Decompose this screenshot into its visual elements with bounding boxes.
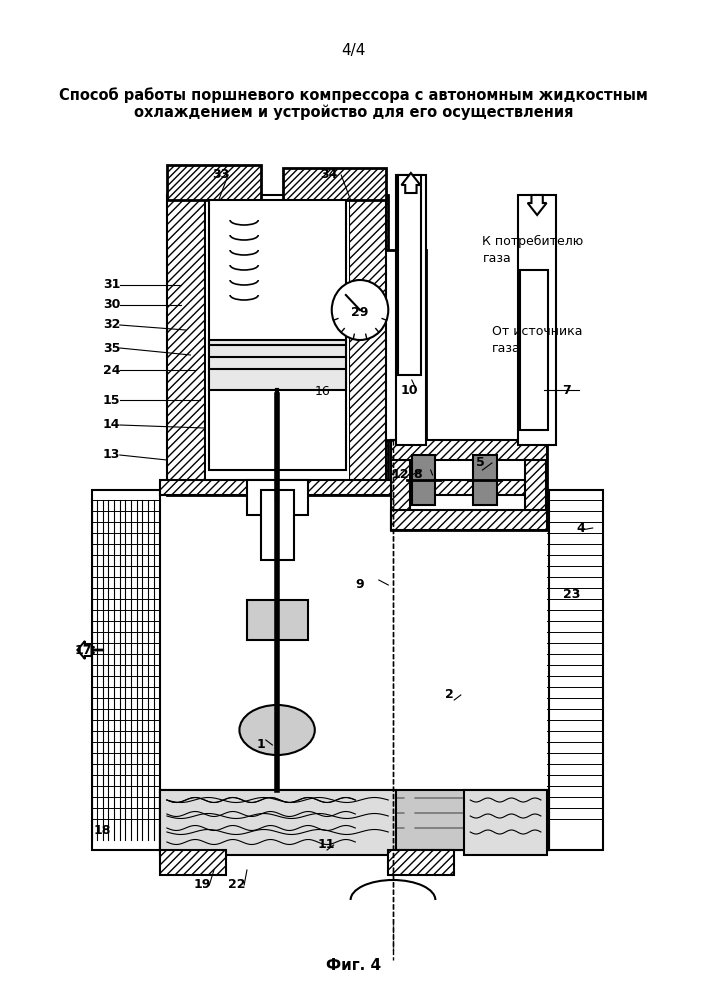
Text: 31: 31 xyxy=(103,278,120,292)
Bar xyxy=(294,250,426,440)
Bar xyxy=(518,195,556,445)
Circle shape xyxy=(332,280,388,340)
Text: 11: 11 xyxy=(317,838,335,852)
Bar xyxy=(167,195,204,495)
Text: 33: 33 xyxy=(212,168,229,182)
Bar xyxy=(391,440,547,460)
Text: 1: 1 xyxy=(257,738,265,752)
Bar xyxy=(401,450,537,520)
Bar xyxy=(247,480,308,515)
Bar xyxy=(209,340,346,390)
Text: 23: 23 xyxy=(563,588,580,601)
Text: 16: 16 xyxy=(315,385,330,398)
Text: 30: 30 xyxy=(103,298,120,312)
Text: 35: 35 xyxy=(103,342,120,355)
Text: К потребителю
газа: К потребителю газа xyxy=(482,235,584,265)
Text: охлаждением и устройство для его осуществления: охлаждением и устройство для его осущест… xyxy=(134,104,573,120)
Bar xyxy=(391,440,547,530)
Bar xyxy=(388,850,454,875)
Text: 29: 29 xyxy=(351,306,368,318)
Text: 24: 24 xyxy=(103,363,120,376)
Bar xyxy=(160,480,547,495)
Text: 12: 12 xyxy=(391,468,409,482)
Bar xyxy=(160,790,549,850)
Text: 2: 2 xyxy=(445,688,454,702)
Bar xyxy=(160,790,396,855)
Text: 9: 9 xyxy=(356,578,364,591)
Bar xyxy=(520,270,549,430)
Text: 34: 34 xyxy=(320,168,338,182)
Bar xyxy=(391,440,410,530)
Bar xyxy=(167,165,261,200)
Text: 10: 10 xyxy=(401,383,418,396)
Text: 32: 32 xyxy=(103,318,120,332)
Bar xyxy=(204,195,351,495)
Text: 4: 4 xyxy=(577,522,585,534)
Bar xyxy=(247,600,308,640)
Bar xyxy=(391,510,547,530)
Text: Способ работы поршневого компрессора с автономным жидкостным: Способ работы поршневого компрессора с а… xyxy=(59,87,648,103)
Text: 13: 13 xyxy=(103,448,120,462)
Text: 4/4: 4/4 xyxy=(341,42,366,57)
Text: 5: 5 xyxy=(476,456,484,470)
Bar xyxy=(349,195,387,495)
Bar xyxy=(396,175,426,445)
Bar xyxy=(206,197,349,492)
Bar xyxy=(525,440,546,530)
Text: 14: 14 xyxy=(103,418,120,432)
Bar xyxy=(547,490,603,850)
FancyArrow shape xyxy=(527,195,547,215)
Text: 8: 8 xyxy=(414,468,422,482)
Bar xyxy=(160,850,226,875)
Bar xyxy=(398,175,421,375)
Text: 15: 15 xyxy=(103,393,120,406)
Text: 7: 7 xyxy=(563,383,571,396)
Text: 19: 19 xyxy=(193,879,211,892)
Bar xyxy=(283,168,387,200)
Bar xyxy=(411,455,436,505)
Bar xyxy=(91,490,162,850)
Bar xyxy=(464,790,547,855)
Ellipse shape xyxy=(240,705,315,755)
Text: 22: 22 xyxy=(228,879,245,892)
Bar xyxy=(261,490,294,560)
FancyArrow shape xyxy=(402,173,420,193)
Text: От источника
газа: От источника газа xyxy=(492,325,583,355)
Bar xyxy=(473,455,496,505)
Text: 18: 18 xyxy=(93,824,111,836)
Bar xyxy=(160,490,549,850)
Bar xyxy=(167,195,388,495)
Bar xyxy=(209,200,346,470)
Text: Фиг. 4: Фиг. 4 xyxy=(326,958,381,972)
Text: 17: 17 xyxy=(74,644,92,656)
FancyArrow shape xyxy=(77,641,91,659)
